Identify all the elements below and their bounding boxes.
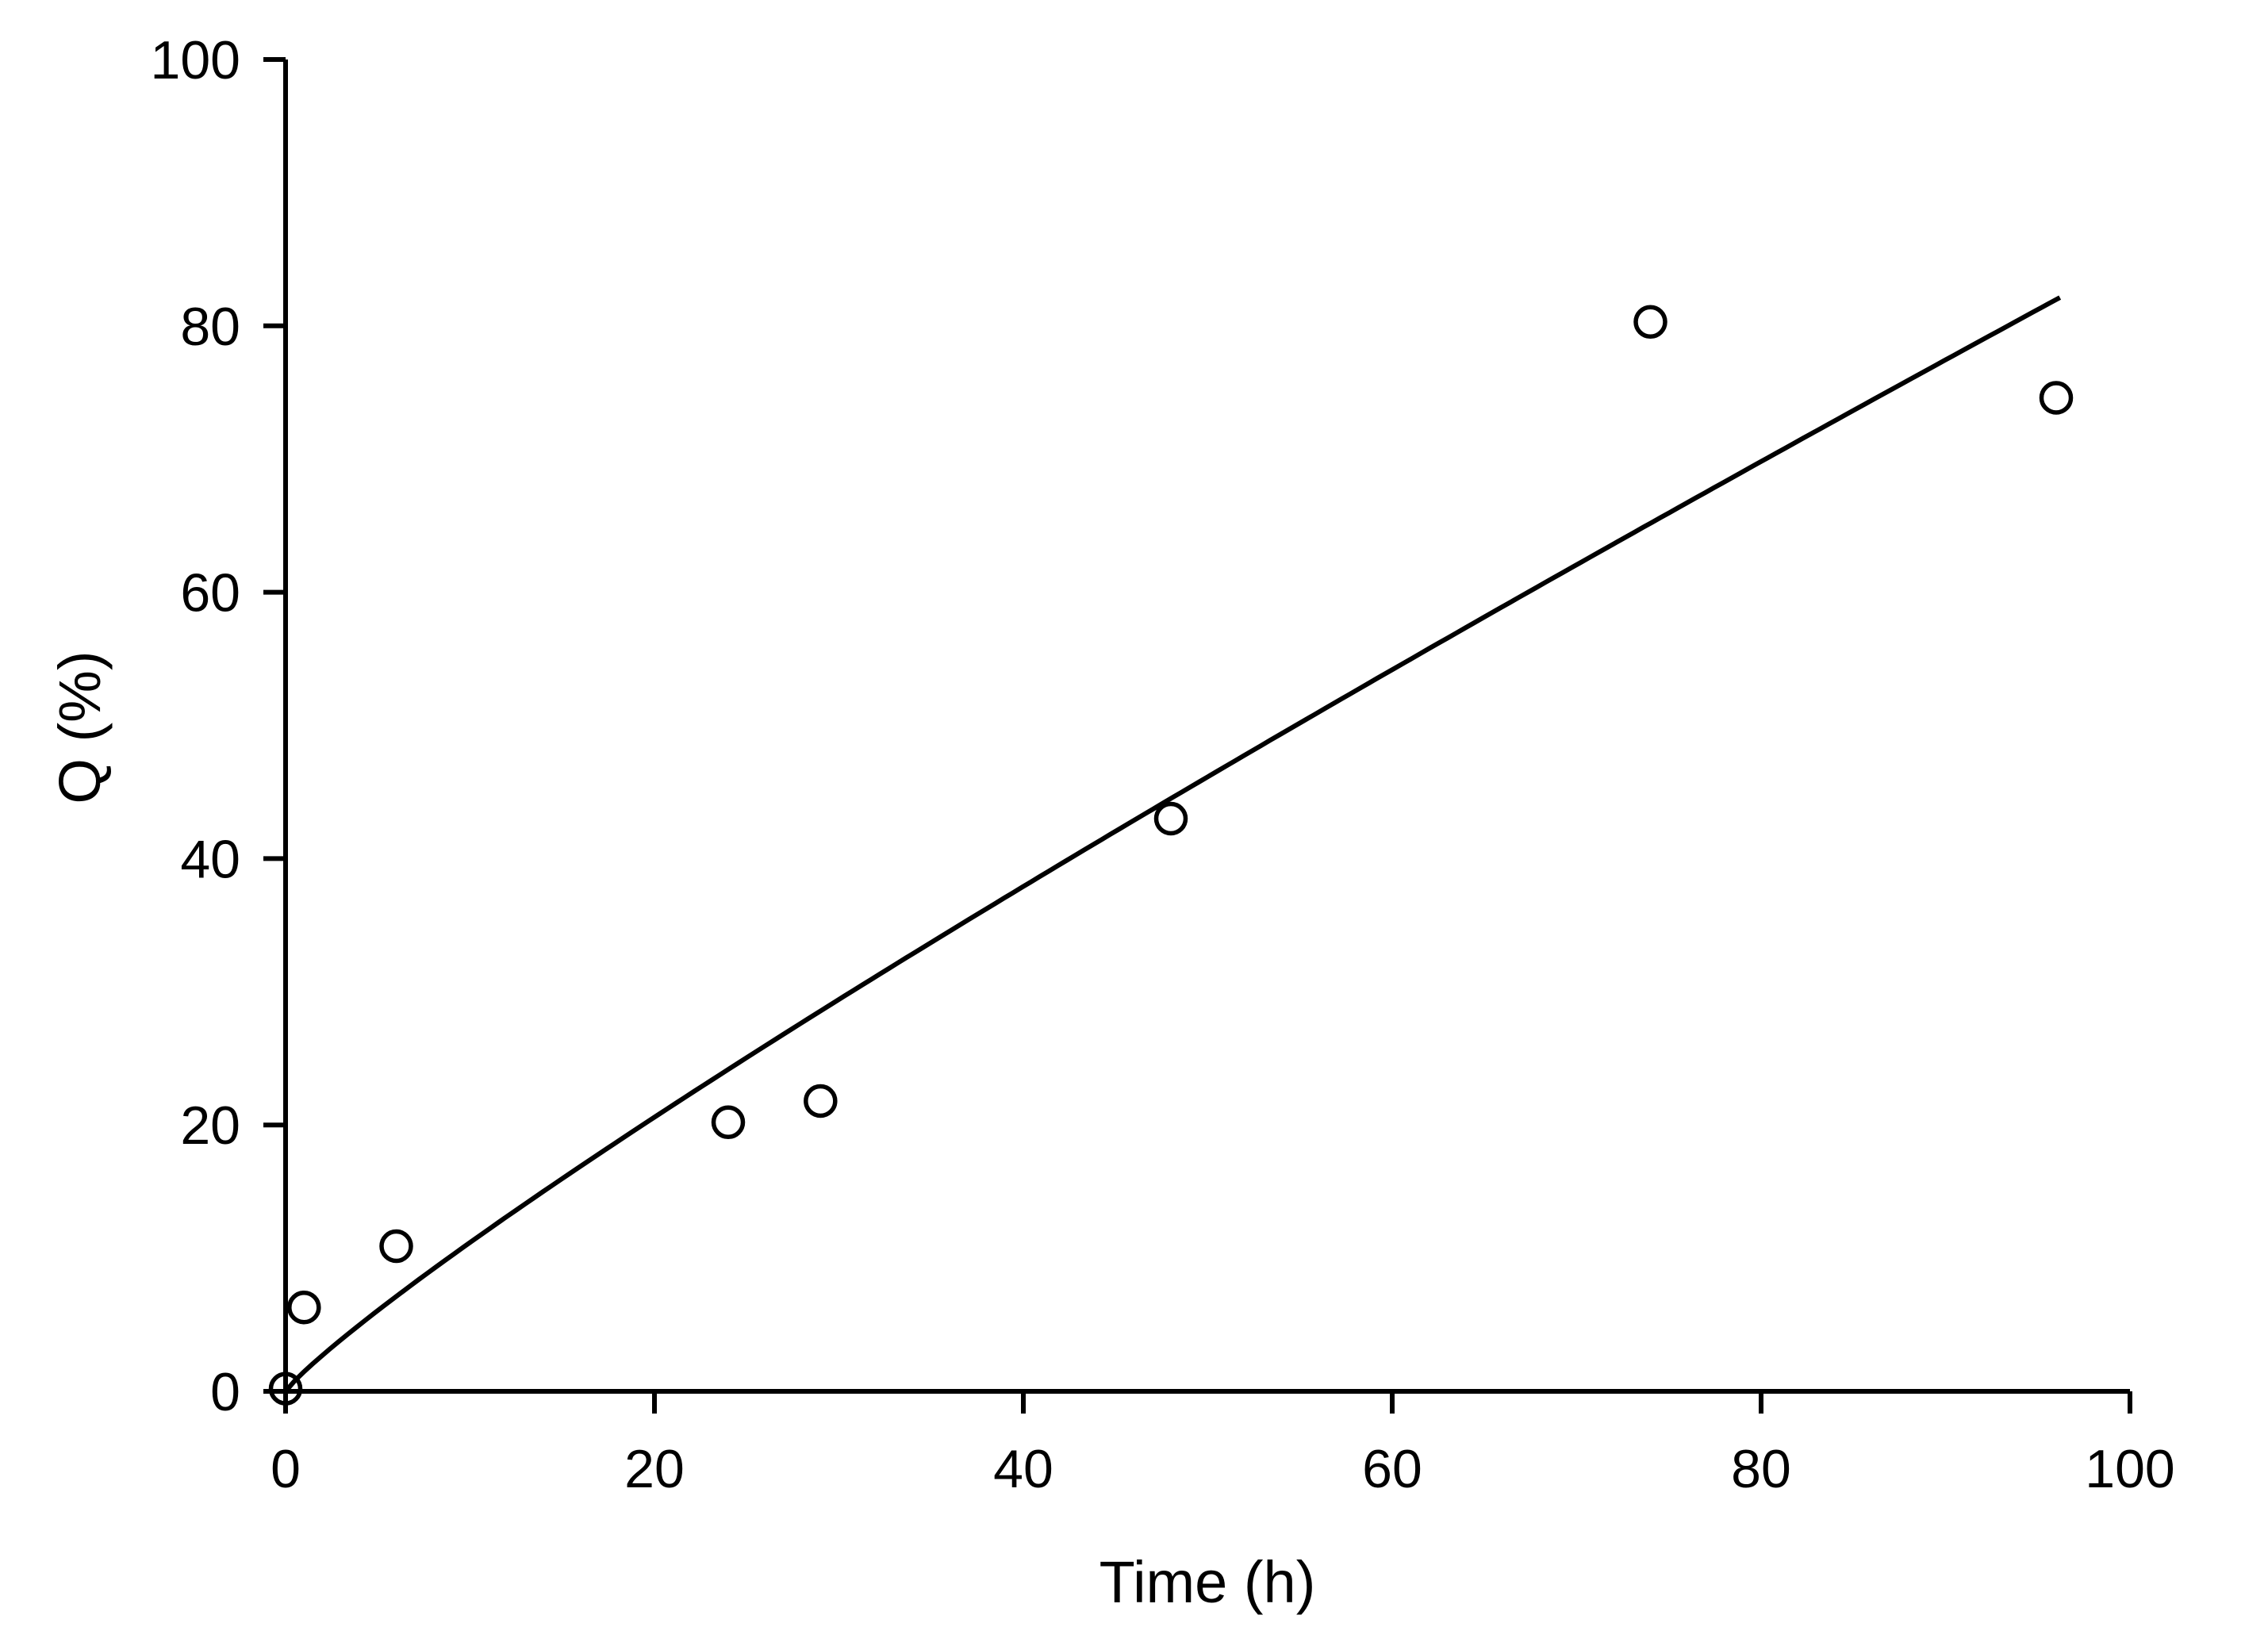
- y-tick-label: 40: [180, 829, 240, 889]
- data-point-circle: [711, 1105, 746, 1140]
- data-point-circle: [804, 1084, 838, 1118]
- data-points-group: [268, 305, 2074, 1406]
- x-axis-title: Time (h): [1099, 1549, 1316, 1615]
- x-tick-label: 20: [624, 1439, 685, 1499]
- x-tick-label: 100: [2085, 1439, 2174, 1499]
- y-ticks-group: 0 20 40 60 80 100: [151, 30, 286, 1422]
- x-tick-label: 80: [1731, 1439, 1791, 1499]
- y-tick-label: 100: [151, 30, 240, 90]
- data-point-circle: [1153, 801, 1188, 836]
- y-tick-label: 80: [180, 297, 240, 357]
- data-point-circle: [379, 1229, 413, 1264]
- data-point-circle: [2039, 381, 2074, 415]
- y-tick-label: 0: [210, 1362, 240, 1422]
- data-point-circle: [268, 1372, 303, 1406]
- data-point-circle: [1633, 305, 1667, 340]
- y-axis-title: Q (%): [47, 650, 113, 804]
- y-tick-label: 20: [180, 1095, 240, 1156]
- data-point-circle: [287, 1290, 321, 1325]
- x-tick-label: 0: [271, 1439, 301, 1499]
- x-tick-label: 60: [1362, 1439, 1422, 1499]
- x-ticks-group: 0 20 40 60 80 100: [271, 1391, 2175, 1499]
- fit-curve: [283, 295, 2062, 1393]
- x-tick-label: 40: [993, 1439, 1053, 1499]
- y-tick-label: 60: [180, 563, 240, 623]
